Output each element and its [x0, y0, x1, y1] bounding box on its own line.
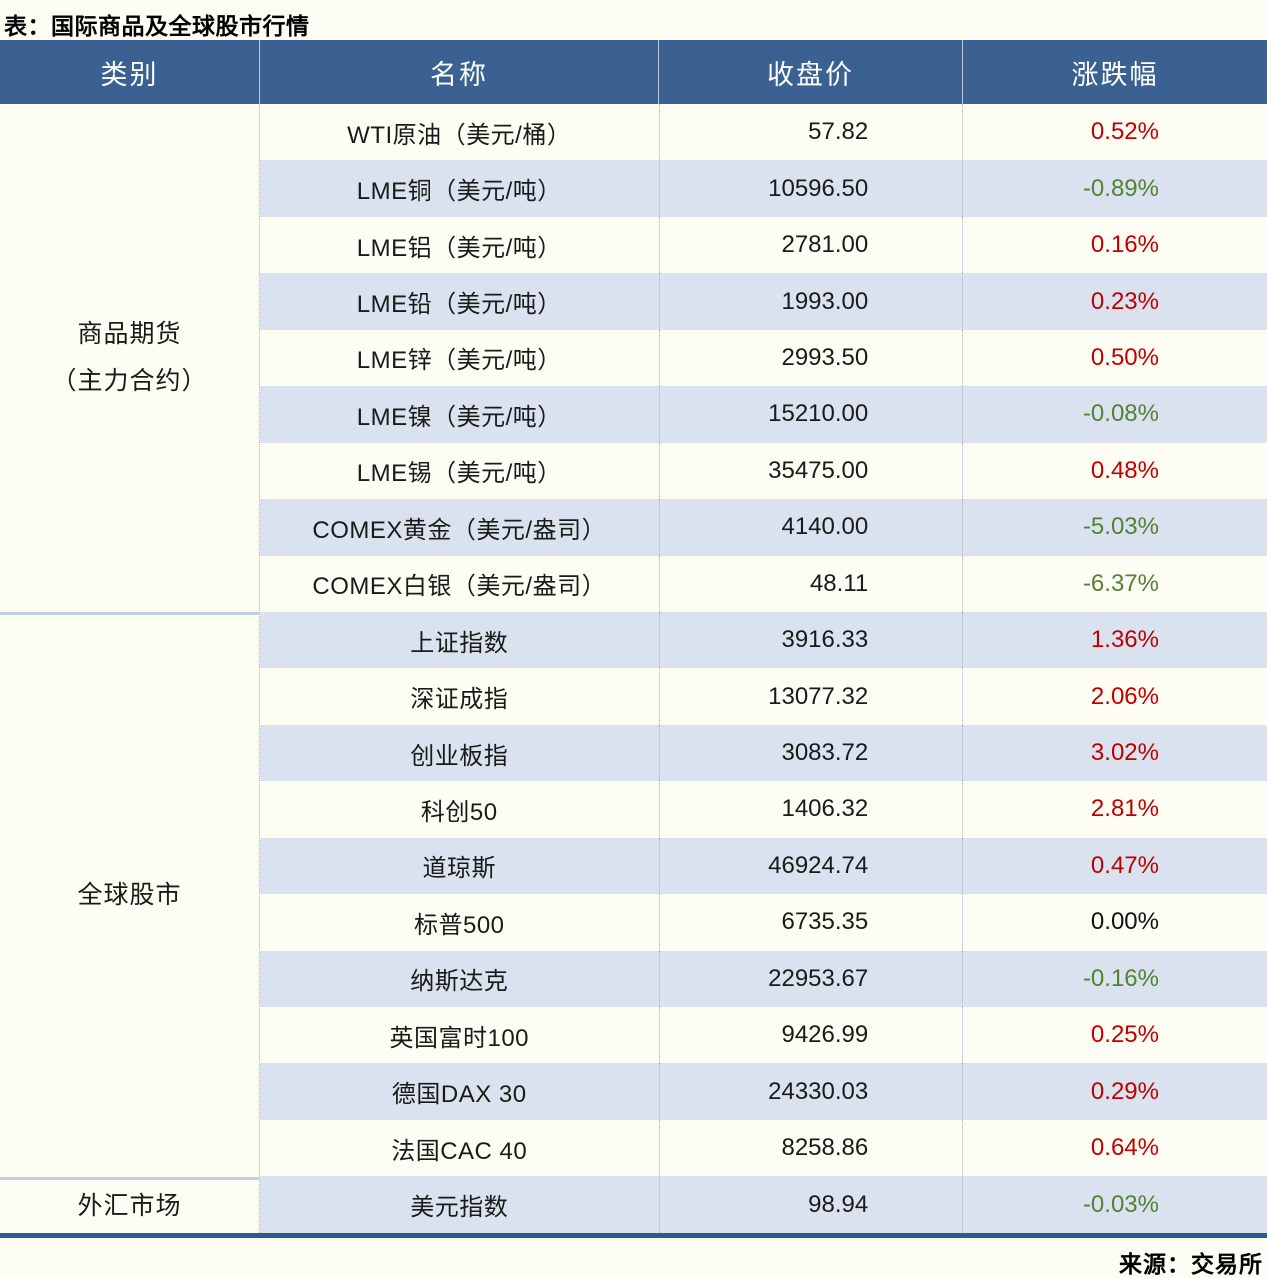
table-title: 表：国际商品及全球股市行情 [4, 13, 310, 39]
close-price: 3083.72 [658, 724, 963, 782]
change-percent: 0.52% [962, 104, 1267, 161]
close-price: 8258.86 [658, 1119, 963, 1177]
change-percent: 0.00% [962, 894, 1267, 951]
close-price: 15210.00 [658, 386, 963, 443]
change-percent: 0.29% [962, 1063, 1267, 1120]
table-row: LME铝（美元/吨） 2781.00 0.16% [260, 216, 1267, 274]
change-percent: 0.16% [962, 216, 1267, 274]
table-row: COMEX黄金（美元/盎司） 4140.00 -5.03% [260, 499, 1267, 556]
change-percent: 3.02% [962, 724, 1267, 782]
instrument-name: 英国富时100 [389, 1024, 530, 1052]
category-cell: 外汇市场 [0, 1176, 259, 1233]
instrument-name: LME铅（美元/吨） [356, 291, 562, 319]
table-row: 深证成指 13077.32 2.06% [260, 668, 1267, 725]
close-price: 24330.03 [658, 1063, 963, 1120]
table-row: 上证指数 3916.33 1.36% [260, 611, 1267, 669]
category-cell: 全球股市 [0, 612, 259, 1177]
close-price: 3916.33 [658, 611, 963, 669]
table-row: LME锌（美元/吨） 2993.50 0.50% [260, 329, 1267, 387]
change-percent: 0.25% [962, 1007, 1267, 1064]
table-row: WTI原油（美元/桶） 57.82 0.52% [260, 104, 1267, 161]
instrument-name: 道琼斯 [422, 855, 496, 883]
table-row: 道琼斯 46924.74 0.47% [260, 837, 1267, 895]
table-row: LME铅（美元/吨） 1993.00 0.23% [260, 273, 1267, 330]
change-percent: 2.81% [962, 781, 1267, 838]
close-price: 4140.00 [658, 499, 963, 556]
instrument-name: COMEX白银（美元/盎司） [312, 573, 607, 601]
close-price: 98.94 [658, 1176, 963, 1233]
instrument-name: LME镍（美元/吨） [356, 403, 562, 431]
instrument-name: 法国CAC 40 [391, 1137, 528, 1165]
close-price: 9426.99 [658, 1007, 963, 1064]
close-price: 35475.00 [658, 442, 963, 500]
change-percent: 1.36% [962, 611, 1267, 669]
change-percent: 0.50% [962, 329, 1267, 387]
change-percent: -0.03% [962, 1176, 1267, 1233]
instrument-name: LME铝（美元/吨） [356, 234, 562, 262]
table-row: LME镍（美元/吨） 15210.00 -0.08% [260, 386, 1267, 443]
instrument-name: 美元指数 [410, 1194, 509, 1222]
table-row: 英国富时100 9426.99 0.25% [260, 1007, 1267, 1064]
table-body: 商品期货 （主力合约） 全球股市外汇市场 WTI原油（美元/桶） 57.82 0.52%… [0, 104, 1267, 1233]
category-column: 商品期货 （主力合约） 全球股市外汇市场 [0, 104, 259, 1233]
close-price: 13077.32 [658, 668, 963, 725]
change-percent: 0.47% [962, 837, 1267, 895]
header-category: 类别 [100, 59, 159, 90]
change-percent: -5.03% [962, 499, 1267, 556]
table-row: 创业板指 3083.72 3.02% [260, 724, 1267, 782]
close-price: 2781.00 [658, 216, 963, 274]
category-label: （主力合约） [51, 367, 208, 396]
close-price: 57.82 [658, 104, 963, 161]
category-label: 商品期货 [77, 319, 182, 348]
market-table: 类别 名称 收盘价 涨跌幅 商品期货 （主力合约） 全球股市外汇市场 WTI原油（美… [0, 40, 1267, 1238]
instrument-name: 纳斯达克 [410, 968, 509, 996]
change-percent: -6.37% [962, 555, 1267, 612]
table-row: 纳斯达克 22953.67 -0.16% [260, 950, 1267, 1007]
table-row: LME铜（美元/吨） 10596.50 -0.89% [260, 160, 1267, 217]
table-row: 美元指数 98.94 -0.03% [260, 1176, 1267, 1233]
instrument-name: 上证指数 [410, 629, 509, 657]
instrument-name: LME锌（美元/吨） [356, 347, 562, 375]
instrument-name: 创业板指 [410, 742, 509, 770]
table-row: 德国DAX 30 24330.03 0.29% [260, 1063, 1267, 1120]
category-cell: 商品期货 （主力合约） [0, 104, 259, 612]
close-price: 48.11 [658, 555, 963, 612]
change-percent: 0.23% [962, 273, 1267, 330]
close-price: 1993.00 [658, 273, 963, 330]
header-name: 名称 [259, 40, 658, 104]
table-row: 标普500 6735.35 0.00% [260, 894, 1267, 951]
table-row: LME锡（美元/吨） 35475.00 0.48% [260, 442, 1267, 500]
change-percent: 0.64% [962, 1119, 1267, 1177]
category-label: 全球股市 [77, 881, 182, 910]
change-percent: 2.06% [962, 668, 1267, 725]
instrument-name: WTI原油（美元/桶） [347, 121, 572, 149]
category-label: 外汇市场 [77, 1191, 182, 1220]
instrument-name: LME铜（美元/吨） [356, 178, 562, 206]
table-row: 科创50 1406.32 2.81% [260, 781, 1267, 838]
header-change-pct: 涨跌幅 [962, 40, 1267, 104]
header-close-price: 收盘价 [658, 40, 962, 104]
change-percent: -0.89% [962, 160, 1267, 217]
source-note: 来源：交易所 [1119, 1250, 1263, 1277]
instrument-name: 德国DAX 30 [391, 1081, 527, 1109]
table-row: COMEX白银（美元/盎司） 48.11 -6.37% [260, 555, 1267, 612]
instrument-name: COMEX黄金（美元/盎司） [312, 516, 607, 544]
instrument-name: 深证成指 [410, 686, 509, 714]
close-price: 6735.35 [658, 894, 963, 951]
instrument-name: 标普500 [413, 911, 505, 939]
table-header-row: 类别 名称 收盘价 涨跌幅 [0, 40, 1267, 104]
close-price: 46924.74 [658, 837, 963, 895]
change-percent: -0.08% [962, 386, 1267, 443]
change-percent: -0.16% [962, 950, 1267, 1007]
instrument-name: LME锡（美元/吨） [356, 460, 562, 488]
table-row: 法国CAC 40 8258.86 0.64% [260, 1119, 1267, 1177]
rows-column: WTI原油（美元/桶） 57.82 0.52% LME铜（美元/吨） 10596.50-… [259, 104, 1267, 1233]
close-price: 22953.67 [658, 950, 963, 1007]
close-price: 1406.32 [658, 781, 963, 838]
instrument-name: 科创50 [420, 798, 498, 826]
close-price: 10596.50 [658, 160, 963, 217]
close-price: 2993.50 [658, 329, 963, 387]
change-percent: 0.48% [962, 442, 1267, 500]
